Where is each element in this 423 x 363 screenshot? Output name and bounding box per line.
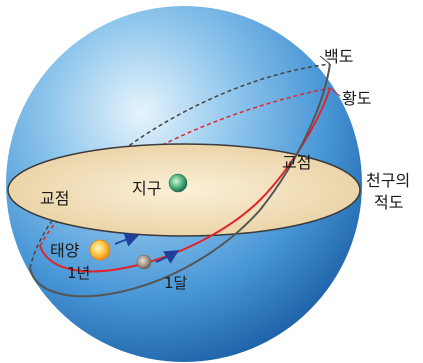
moon-direction-arrow	[155, 250, 180, 264]
celestial-equator-label-line2: 적도	[374, 193, 403, 212]
moon-path-label: 백도	[324, 47, 353, 66]
node-right-label: 교점	[282, 153, 311, 172]
sun-label: 태양	[50, 241, 80, 260]
earth-label: 지구	[132, 179, 161, 198]
moon-path-front	[29, 63, 331, 298]
moon-path-back	[29, 63, 331, 269]
node-left-label: 교점	[40, 189, 69, 208]
sun-period-label: 1년	[67, 264, 90, 282]
ecliptic-leader	[329, 87, 341, 97]
celestial-equator-label-line1: 천구의	[366, 171, 410, 190]
moon-period-label: 1달	[164, 274, 188, 292]
sun-icon	[89, 239, 111, 261]
earth-icon	[168, 173, 188, 193]
moon-icon	[136, 254, 152, 270]
moon-path-leader	[319, 55, 331, 65]
ecliptic-label: 황도	[342, 89, 371, 108]
sun-direction-arrow	[114, 232, 140, 247]
ecliptic-front	[39, 87, 331, 273]
